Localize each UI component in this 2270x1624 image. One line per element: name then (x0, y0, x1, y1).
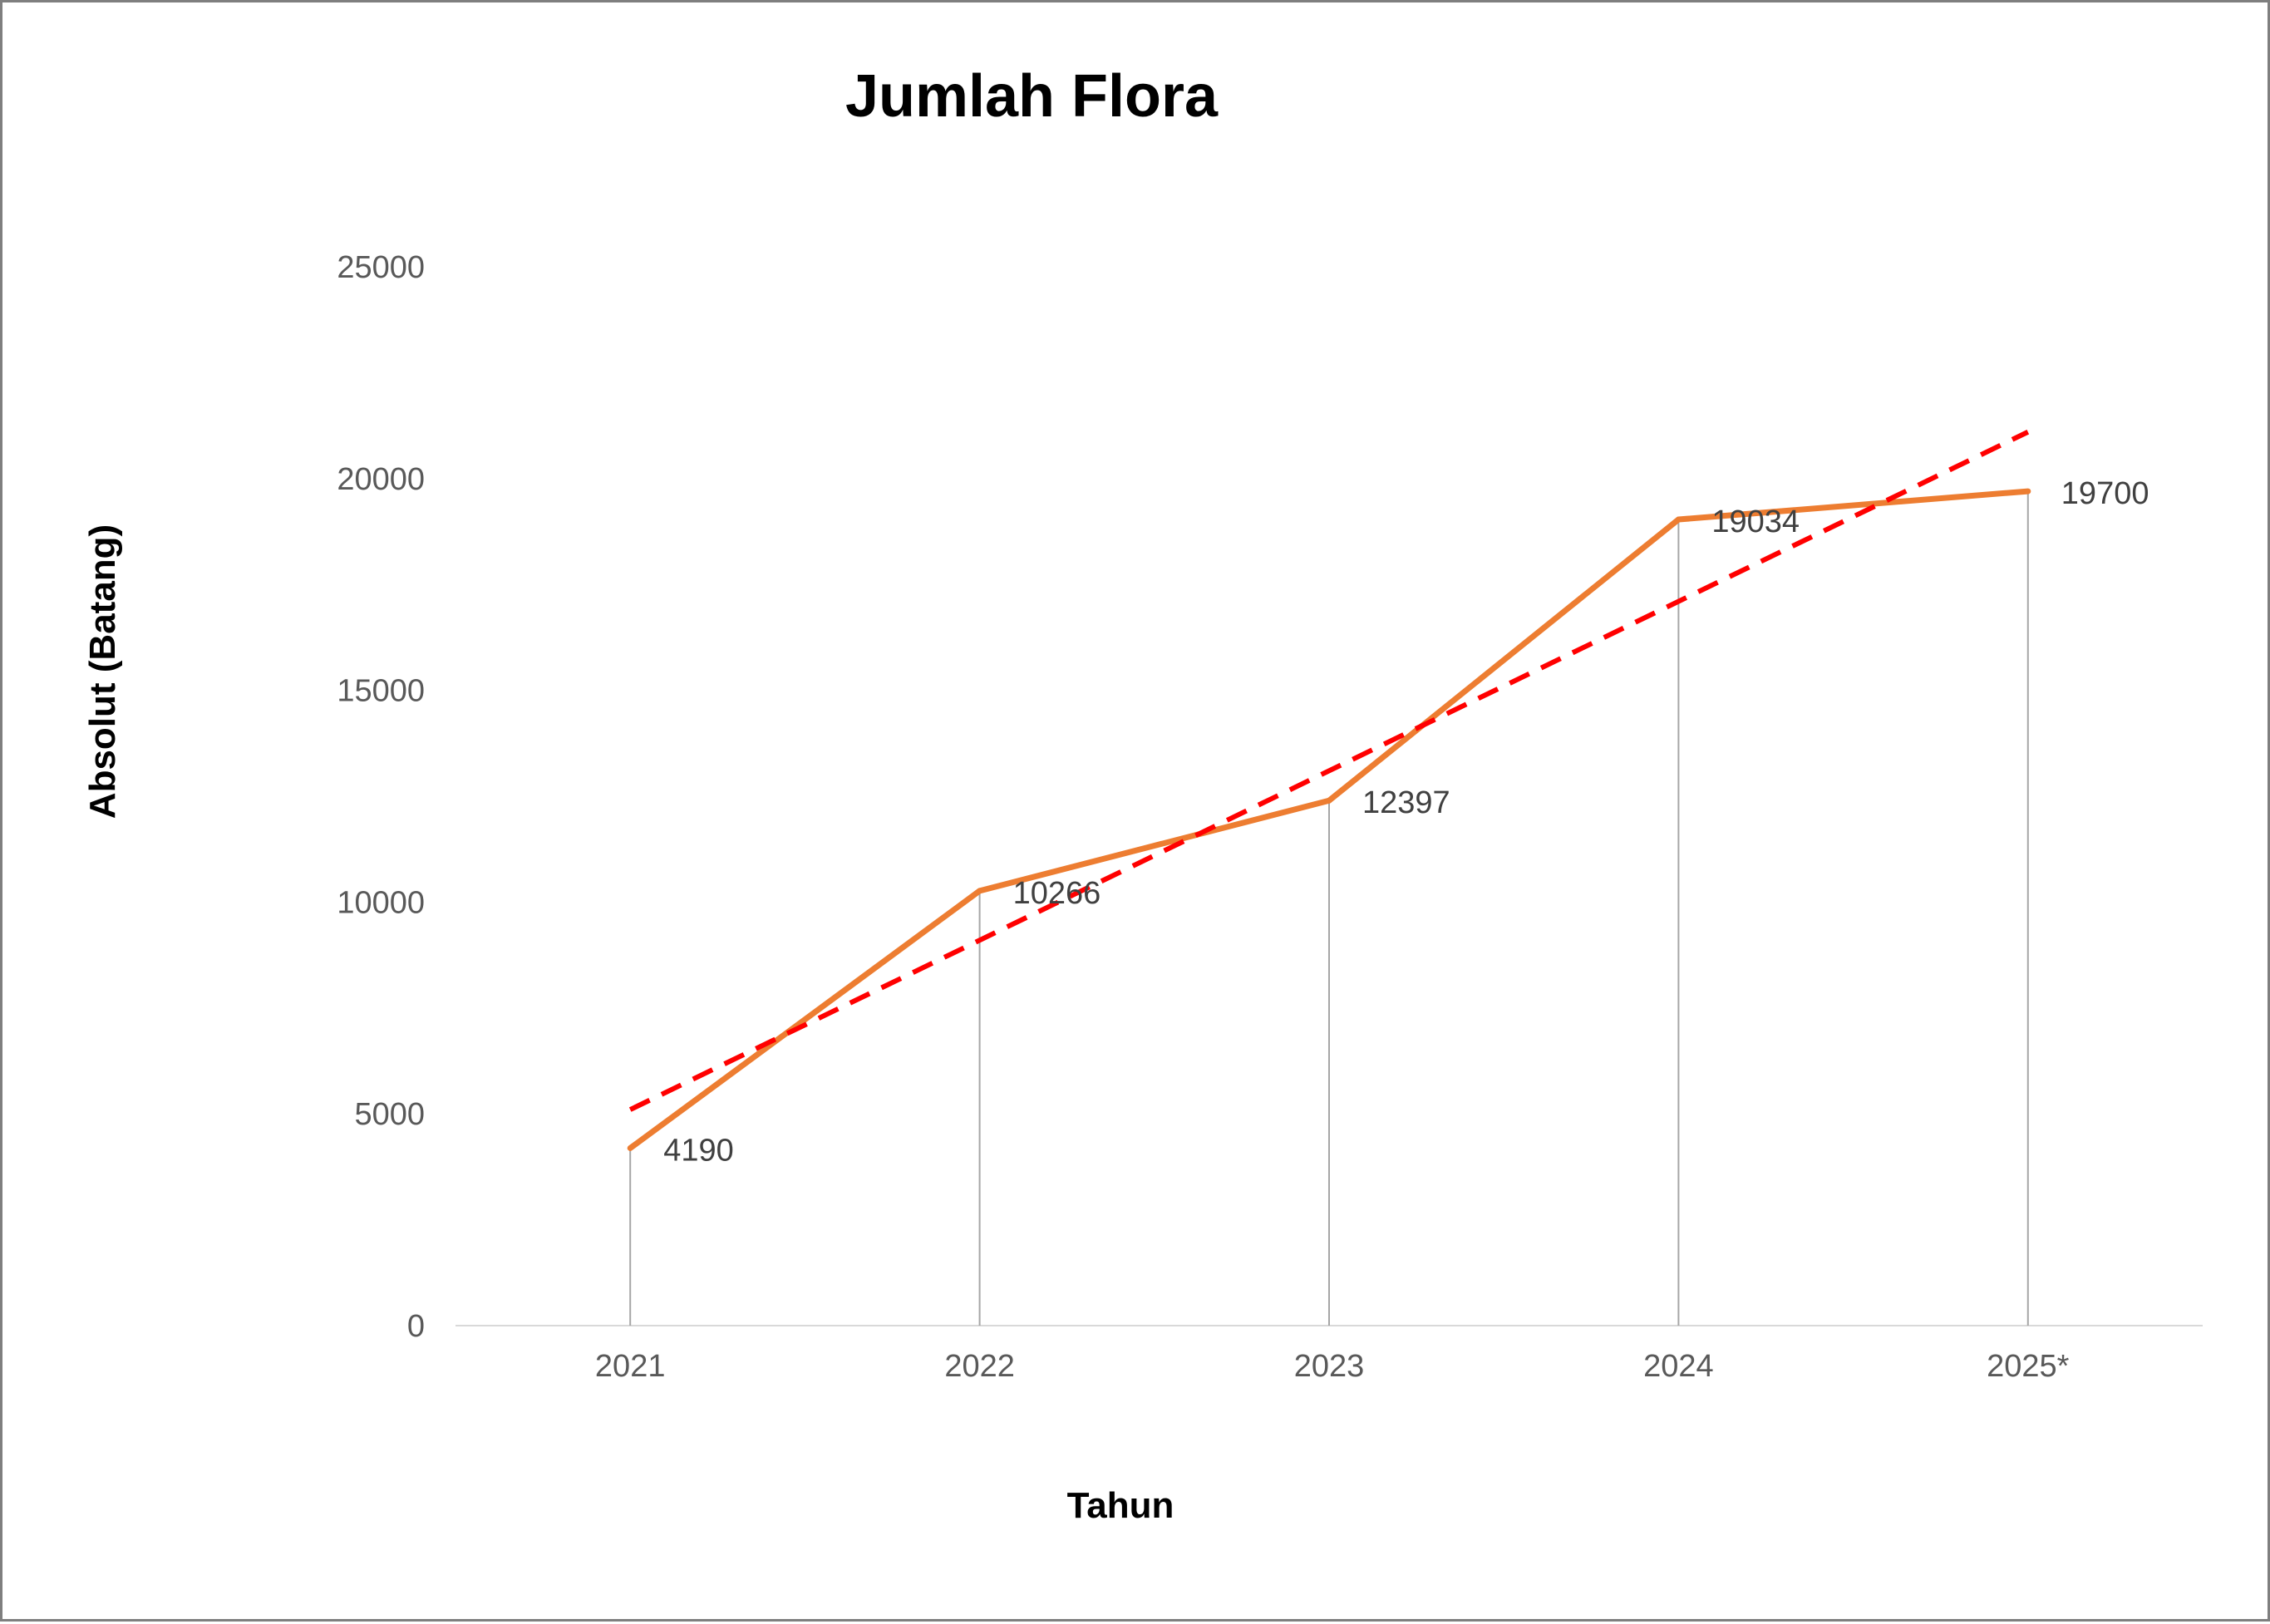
series-line-segment (627, 888, 983, 1151)
plot-area: 0 5000 10000 15000 20000 25000 2021 2022 2023 202… (337, 250, 2203, 1384)
trendline (628, 430, 2030, 1112)
x-tick-label: 2023 (1294, 1349, 1365, 1384)
y-axis-title: Absolut (Batang) (82, 524, 123, 819)
chart-title: Jumlah Flora (845, 63, 1219, 130)
x-tick-label: 2025* (1987, 1349, 2070, 1384)
y-tick-label: 5000 (354, 1097, 425, 1132)
series-line-segment (977, 797, 1332, 894)
data-label: 12397 (1362, 785, 1450, 820)
y-tick-label: 15000 (337, 674, 425, 709)
x-axis-title: Tahun (1067, 1485, 1174, 1526)
x-tick-label: 2021 (595, 1349, 666, 1384)
series-line-segment (1326, 516, 1682, 804)
x-tick-label: 2024 (1643, 1349, 1714, 1384)
data-label: 4190 (663, 1133, 734, 1168)
series-line-segment (1675, 488, 2031, 523)
x-tick-label: 2022 (944, 1349, 1015, 1384)
y-tick-label: 10000 (337, 885, 425, 920)
data-label: 19034 (1711, 504, 1800, 539)
y-tick-label: 0 (407, 1309, 425, 1344)
data-label: 19700 (2061, 476, 2149, 511)
y-tick-label: 20000 (337, 462, 425, 497)
y-tick-label: 25000 (337, 250, 425, 285)
data-label: 10266 (1013, 876, 1101, 911)
